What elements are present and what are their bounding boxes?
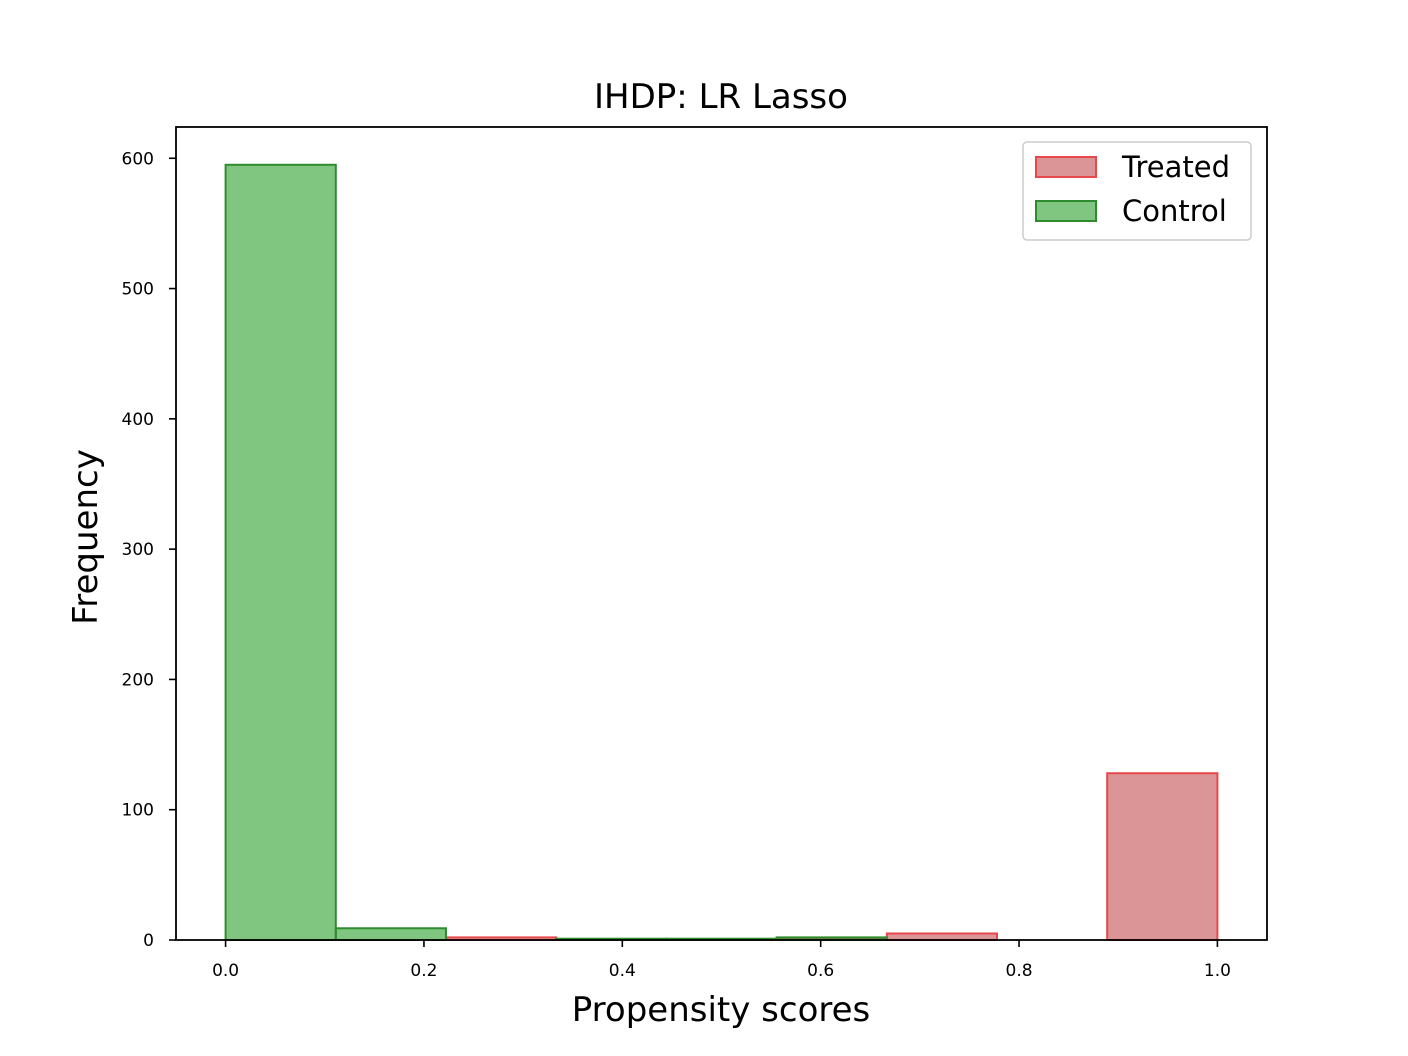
x-tick-label: 0.4 (609, 961, 636, 981)
y-tick-label: 0 (143, 931, 154, 951)
legend-swatch-treated (1035, 156, 1097, 178)
y-tick-label: 200 (122, 670, 154, 690)
bar-control-bin-0 (224, 163, 337, 942)
legend-label-control: Control (1122, 194, 1227, 228)
x-tick-label: 0.6 (807, 961, 834, 981)
y-tick-label: 300 (122, 540, 154, 560)
bar-control-bin-1 (334, 927, 447, 942)
bar-treated-bin-8 (1106, 772, 1219, 941)
y-axis-label: Frequency (66, 449, 106, 625)
chart-title: IHDP: LR Lasso (594, 77, 848, 117)
y-tick-label: 500 (122, 280, 154, 300)
x-tick-label: 0.8 (1006, 961, 1033, 981)
x-tick-label: 0.0 (212, 961, 239, 981)
legend-swatch-control (1035, 200, 1097, 222)
plot-area-frame (175, 126, 1268, 941)
control-bars (224, 163, 888, 942)
bar-treated-bin-6 (885, 932, 999, 942)
x-axis-label: Propensity scores (572, 990, 870, 1030)
y-tick-label: 600 (122, 149, 154, 169)
y-tick-label: 100 (122, 801, 154, 821)
legend: Treated Control (1022, 141, 1252, 241)
x-tick-label: 1.0 (1204, 961, 1231, 981)
y-axis-ticks: 0 100 200 300 400 500 600 (122, 149, 176, 951)
legend-label-treated: Treated (1121, 150, 1230, 184)
y-tick-label: 400 (122, 410, 154, 430)
x-tick-label: 0.2 (410, 961, 437, 981)
x-axis-ticks: 0.0 0.2 0.4 0.6 0.8 1.0 (212, 940, 1231, 981)
